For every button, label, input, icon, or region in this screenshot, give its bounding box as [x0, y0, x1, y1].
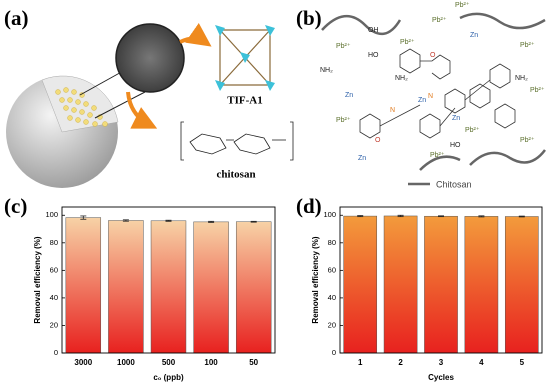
y-tick-label: 100: [45, 210, 58, 219]
panel-label: (d): [296, 194, 322, 218]
pb-label: Pb²⁺: [336, 117, 351, 124]
group-label: N: [428, 93, 433, 100]
bar: [193, 221, 229, 354]
zn-label: Zn: [345, 92, 353, 99]
bar: [65, 217, 102, 354]
y-tick-label: 0: [54, 348, 58, 357]
plot-frame: [339, 206, 543, 354]
bar: [343, 215, 378, 354]
y-tick-label: 60: [50, 265, 58, 274]
tif-label: TIF-A1: [227, 95, 262, 107]
plot-frame: [61, 206, 276, 354]
x-tick-label: 3000: [74, 358, 92, 367]
pb-label: Pb²⁺: [455, 2, 470, 9]
group-label: NH₂: [395, 75, 408, 82]
pb-label: Pb²⁺: [465, 127, 480, 134]
x-tick-label: 3: [439, 358, 444, 367]
x-tick-label: 50: [249, 358, 258, 367]
bar: [504, 216, 539, 354]
panel-label: (a): [4, 6, 29, 30]
x-tick-label: 500: [162, 358, 176, 367]
group-label: O: [430, 52, 436, 59]
pb-label: Pb²⁺: [336, 43, 351, 50]
zn-label: Zn: [358, 155, 366, 162]
x-axis-label: Cycles: [428, 373, 454, 382]
pb-label: Pb²⁺: [530, 87, 545, 94]
y-tick-label: 0: [332, 348, 336, 357]
panel-b-schematic: Pb²⁺ Pb²⁺ Pb²⁺ Pb²⁺ Pb²⁺ Pb²⁺ Pb²⁺ Pb²⁺ …: [320, 2, 546, 189]
y-tick-label: 20: [328, 320, 336, 329]
y-tick-label: 40: [328, 293, 336, 302]
group-label: HO: [450, 142, 461, 149]
x-tick-label: 5: [520, 358, 525, 367]
chitosan-label: chitosan: [216, 169, 255, 181]
panel-label: (c): [4, 194, 27, 218]
group-label: N: [390, 107, 395, 114]
y-axis-label: Removal efficiency (%): [33, 236, 42, 323]
zn-label: Zn: [452, 115, 460, 122]
group-label: OH: [368, 27, 379, 34]
x-tick-label: 1: [358, 358, 363, 367]
y-tick-label: 80: [50, 238, 58, 247]
group-label: HO: [368, 52, 379, 59]
x-tick-label: 2: [398, 358, 403, 367]
pb-label: Pb²⁺: [520, 42, 535, 49]
zn-label: Zn: [418, 97, 426, 104]
zn-label: Zn: [470, 32, 478, 39]
y-tick-label: 60: [328, 265, 336, 274]
bar: [464, 216, 499, 354]
x-tick-label: 1000: [117, 358, 135, 367]
group-label: O: [375, 137, 381, 144]
bar: [150, 220, 187, 354]
x-tick-label: 100: [204, 358, 218, 367]
pb-label: Pb²⁺: [432, 17, 447, 24]
pb-label: Pb²⁺: [430, 152, 445, 159]
panel-a-schematic: TIF-A1 chitosan: [6, 22, 294, 188]
bar: [235, 221, 272, 354]
bar: [424, 215, 458, 354]
group-label: NH₂: [515, 75, 528, 82]
bar: [383, 215, 418, 354]
legend-label: Chitosan: [436, 179, 472, 189]
pb-label: Pb²⁺: [400, 39, 415, 46]
y-tick-label: 80: [328, 238, 336, 247]
y-tick-label: 20: [50, 320, 58, 329]
pb-label: Pb²⁺: [520, 137, 535, 144]
x-tick-label: 4: [479, 358, 484, 367]
group-label: NH₂: [320, 67, 333, 74]
bar: [108, 220, 144, 354]
y-tick-label: 100: [323, 210, 336, 219]
panel-label: (b): [296, 6, 322, 30]
x-axis-label: c₀ (ppb): [153, 373, 184, 382]
y-tick-label: 40: [50, 293, 58, 302]
y-axis-label: Removal efficiency (%): [311, 236, 320, 323]
